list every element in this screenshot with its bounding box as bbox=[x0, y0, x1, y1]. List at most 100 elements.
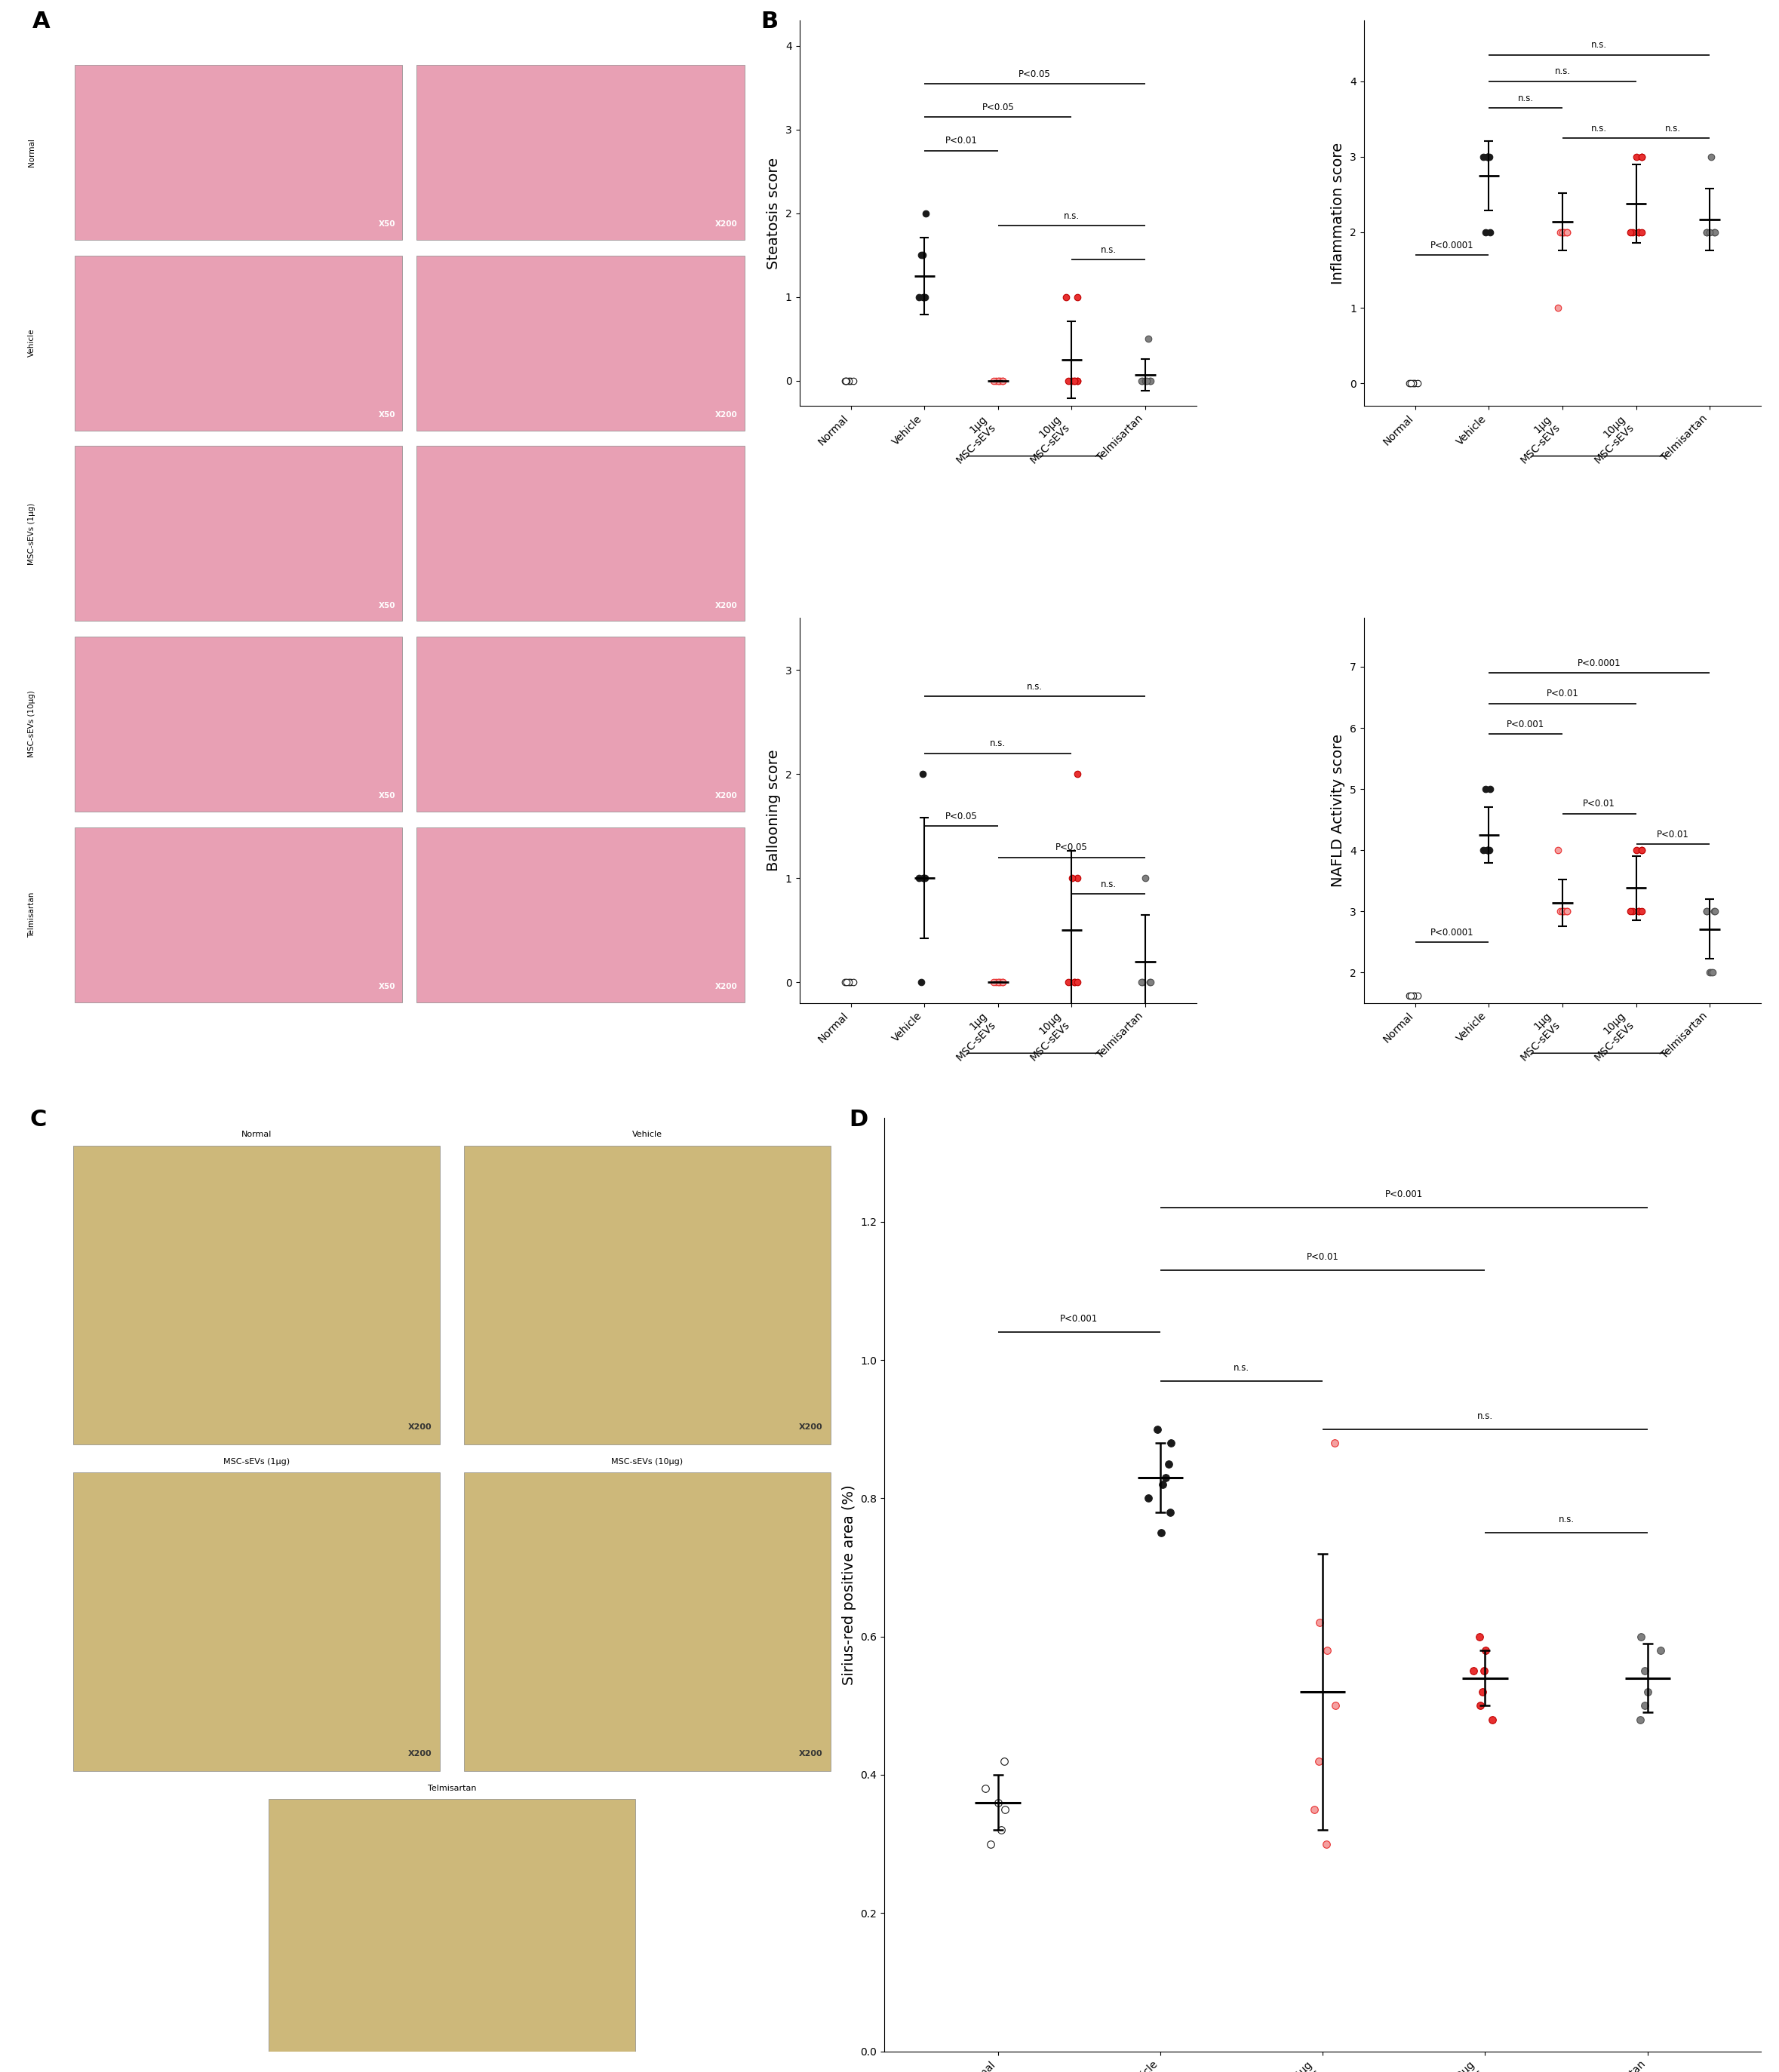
Point bbox=[1471, 215, 1500, 249]
Point bbox=[1320, 1426, 1348, 1459]
Point bbox=[909, 280, 938, 313]
Text: X200: X200 bbox=[715, 792, 737, 800]
Point bbox=[986, 966, 1014, 999]
Y-axis label: Ballooning score: Ballooning score bbox=[767, 750, 781, 872]
Point bbox=[1473, 833, 1501, 866]
Point bbox=[1633, 1676, 1662, 1709]
Point bbox=[1553, 895, 1582, 928]
Point bbox=[836, 966, 865, 999]
Bar bbox=[75, 636, 402, 812]
Point bbox=[1304, 1745, 1332, 1778]
Point bbox=[1128, 966, 1156, 999]
Text: n.s.: n.s. bbox=[1101, 244, 1117, 255]
Text: MSC-sEVs (10μg): MSC-sEVs (10μg) bbox=[28, 690, 36, 758]
Point bbox=[1628, 833, 1656, 866]
Text: P<0.001: P<0.001 bbox=[1060, 1314, 1098, 1324]
Text: n.s.: n.s. bbox=[1233, 1363, 1249, 1372]
Text: X50: X50 bbox=[379, 982, 395, 990]
Point bbox=[1473, 141, 1501, 174]
Text: n.s.: n.s. bbox=[1590, 39, 1606, 50]
Point bbox=[1550, 895, 1578, 928]
Y-axis label: Steatosis score: Steatosis score bbox=[767, 157, 781, 269]
Point bbox=[1624, 895, 1653, 928]
Point bbox=[1060, 365, 1089, 398]
Bar bbox=[416, 827, 744, 1003]
Point bbox=[906, 280, 934, 313]
Point bbox=[1306, 1606, 1334, 1639]
Point bbox=[1151, 1461, 1179, 1494]
Text: n.s.: n.s. bbox=[1590, 124, 1606, 133]
Point bbox=[1628, 1620, 1656, 1653]
Text: P<0.01: P<0.01 bbox=[1546, 690, 1578, 698]
Point bbox=[907, 966, 936, 999]
Text: n.s.: n.s. bbox=[1026, 682, 1042, 692]
Point bbox=[1699, 215, 1727, 249]
Bar bbox=[75, 445, 402, 622]
Point bbox=[1059, 862, 1087, 895]
Point bbox=[1473, 141, 1501, 174]
Point bbox=[1060, 966, 1089, 999]
Point bbox=[1553, 215, 1582, 249]
Point bbox=[1142, 1413, 1171, 1446]
Text: P<0.05: P<0.05 bbox=[945, 812, 977, 821]
Point bbox=[1128, 365, 1156, 398]
Y-axis label: Inflammation score: Inflammation score bbox=[1331, 143, 1345, 284]
Text: X200: X200 bbox=[715, 601, 737, 609]
Text: n.s.: n.s. bbox=[1064, 211, 1080, 222]
Point bbox=[1628, 141, 1656, 174]
Text: P<0.05: P<0.05 bbox=[1055, 843, 1087, 854]
Point bbox=[1471, 773, 1500, 806]
Text: n.s.: n.s. bbox=[1555, 66, 1571, 77]
Point bbox=[1137, 365, 1165, 398]
Text: Vehicle: Vehicle bbox=[28, 329, 36, 356]
Point bbox=[1135, 365, 1163, 398]
Text: P<0.001: P<0.001 bbox=[1507, 719, 1544, 729]
Point bbox=[1551, 895, 1580, 928]
Bar bbox=[75, 255, 402, 431]
Text: C: C bbox=[30, 1109, 46, 1131]
Point bbox=[1473, 141, 1501, 174]
Point bbox=[1064, 758, 1092, 792]
Point bbox=[1628, 215, 1656, 249]
Text: P<0.01: P<0.01 bbox=[1583, 800, 1615, 808]
Bar bbox=[416, 636, 744, 812]
Text: P<0.001: P<0.001 bbox=[1384, 1189, 1423, 1200]
Point bbox=[1062, 365, 1091, 398]
Text: MSC-sEVs (1μg): MSC-sEVs (1μg) bbox=[28, 501, 36, 564]
Point bbox=[1313, 1828, 1341, 1861]
Text: X50: X50 bbox=[379, 601, 395, 609]
Point bbox=[989, 966, 1018, 999]
Point bbox=[1544, 292, 1573, 325]
Point bbox=[1701, 215, 1729, 249]
Point bbox=[1466, 1620, 1494, 1653]
Point bbox=[840, 365, 868, 398]
Point bbox=[1692, 215, 1720, 249]
Point bbox=[1697, 141, 1726, 174]
Point bbox=[836, 365, 865, 398]
Point bbox=[1395, 980, 1423, 1013]
Text: P<0.01: P<0.01 bbox=[945, 137, 977, 145]
Point bbox=[1400, 367, 1429, 400]
Point bbox=[909, 862, 938, 895]
Point bbox=[1628, 833, 1656, 866]
Text: X200: X200 bbox=[799, 1423, 822, 1430]
Point bbox=[1322, 1689, 1350, 1722]
Point bbox=[1695, 215, 1724, 249]
Text: P<0.01: P<0.01 bbox=[1656, 829, 1688, 839]
Text: X50: X50 bbox=[379, 220, 395, 228]
Y-axis label: Sirius-red positive area (%): Sirius-red positive area (%) bbox=[841, 1484, 856, 1685]
Point bbox=[1062, 862, 1091, 895]
Point bbox=[1404, 367, 1432, 400]
Text: X200: X200 bbox=[715, 410, 737, 419]
Point bbox=[1395, 367, 1423, 400]
Text: Vehicle: Vehicle bbox=[632, 1131, 662, 1138]
Point bbox=[1631, 1653, 1660, 1687]
Point bbox=[1628, 895, 1656, 928]
Bar bbox=[464, 1146, 831, 1444]
Point bbox=[984, 1786, 1012, 1819]
Point bbox=[1622, 141, 1651, 174]
Bar bbox=[416, 64, 744, 240]
Text: X200: X200 bbox=[799, 1749, 822, 1757]
Point bbox=[1468, 1676, 1496, 1709]
Point bbox=[1060, 966, 1089, 999]
